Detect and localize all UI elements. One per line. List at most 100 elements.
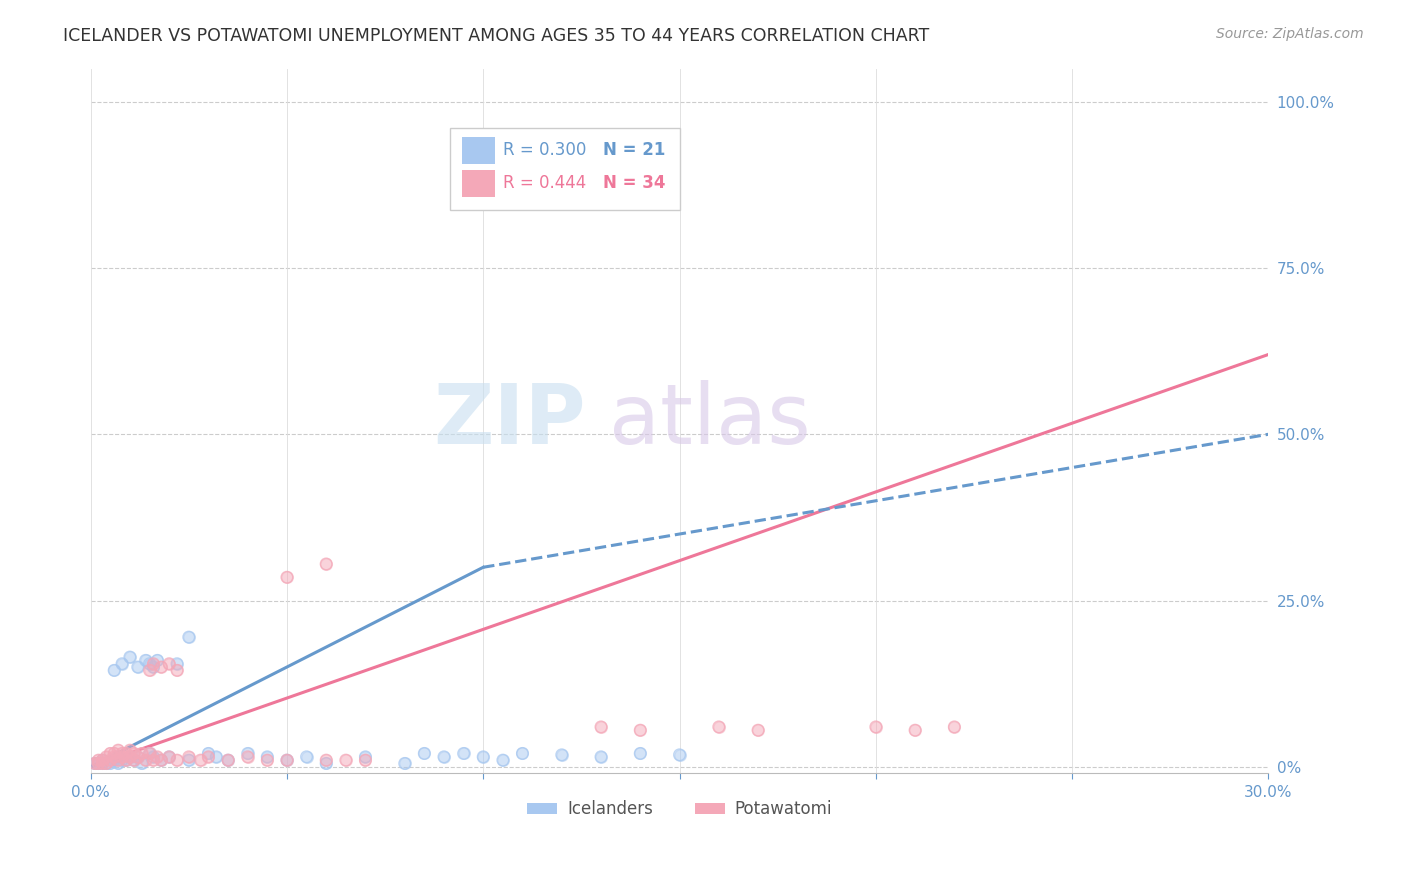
Point — [103, 749, 125, 764]
Point — [91, 753, 114, 767]
Point — [394, 756, 416, 771]
Point — [166, 657, 188, 671]
Point — [354, 749, 377, 764]
Text: ICELANDER VS POTAWATOMI UNEMPLOYMENT AMONG AGES 35 TO 44 YEARS CORRELATION CHART: ICELANDER VS POTAWATOMI UNEMPLOYMENT AMO… — [63, 27, 929, 45]
Point — [217, 753, 239, 767]
Point — [315, 756, 337, 771]
Point — [127, 749, 149, 764]
Point — [177, 630, 200, 644]
Point — [98, 747, 121, 761]
Point — [122, 753, 145, 767]
Point — [453, 747, 475, 761]
Point — [131, 747, 153, 761]
Point — [87, 756, 110, 771]
Point — [138, 657, 160, 671]
Point — [492, 753, 515, 767]
Point — [107, 743, 129, 757]
Point — [166, 753, 188, 767]
Point — [433, 749, 456, 764]
Point — [197, 747, 219, 761]
Point — [315, 557, 337, 571]
Point — [315, 557, 337, 571]
Point — [107, 753, 129, 767]
Point — [118, 749, 141, 764]
Point — [628, 747, 651, 761]
Point — [138, 657, 160, 671]
Point — [747, 723, 769, 738]
Point — [589, 749, 612, 764]
Point — [91, 756, 114, 771]
Point — [354, 753, 377, 767]
Point — [142, 753, 165, 767]
Point — [197, 749, 219, 764]
Point — [111, 747, 134, 761]
Point — [107, 749, 129, 764]
Point — [98, 747, 121, 761]
Point — [107, 743, 129, 757]
Point — [335, 753, 357, 767]
Point — [142, 660, 165, 674]
Point — [394, 756, 416, 771]
Point — [127, 660, 149, 674]
Point — [142, 657, 165, 671]
Point — [127, 749, 149, 764]
Point — [747, 723, 769, 738]
Point — [111, 657, 134, 671]
Point — [197, 749, 219, 764]
Point — [276, 570, 298, 584]
Point — [87, 753, 110, 767]
Point — [115, 753, 138, 767]
Point — [433, 749, 456, 764]
Point — [146, 749, 169, 764]
Point — [315, 753, 337, 767]
Point — [83, 756, 105, 771]
Point — [256, 749, 278, 764]
Point — [177, 630, 200, 644]
Point — [256, 749, 278, 764]
Point — [205, 749, 228, 764]
Point — [315, 756, 337, 771]
Point — [157, 749, 180, 764]
Point — [551, 747, 574, 762]
Point — [107, 749, 129, 764]
Point — [146, 653, 169, 667]
Point — [91, 756, 114, 771]
Point — [118, 743, 141, 757]
Point — [236, 747, 259, 761]
Point — [628, 723, 651, 738]
Point — [138, 747, 160, 761]
Point — [135, 753, 157, 767]
Point — [150, 753, 173, 767]
Point — [122, 747, 145, 761]
Point — [103, 753, 125, 767]
Point — [118, 749, 141, 764]
Point — [236, 747, 259, 761]
Point — [276, 753, 298, 767]
Point — [107, 756, 129, 771]
Point — [142, 657, 165, 671]
Point — [295, 749, 318, 764]
Point — [335, 753, 357, 767]
Point — [138, 664, 160, 678]
Point — [103, 749, 125, 764]
Point — [111, 749, 134, 764]
Point — [295, 749, 318, 764]
Point — [472, 749, 495, 764]
Point — [276, 753, 298, 767]
Text: N = 34: N = 34 — [603, 175, 665, 193]
Point — [135, 653, 157, 667]
Point — [150, 753, 173, 767]
Point — [96, 756, 118, 771]
Point — [217, 753, 239, 767]
Text: ZIP: ZIP — [433, 381, 585, 461]
Point — [111, 747, 134, 761]
Point — [707, 720, 730, 734]
Point — [111, 749, 134, 764]
Text: atlas: atlas — [609, 381, 811, 461]
Point — [315, 753, 337, 767]
Point — [122, 753, 145, 767]
Point — [115, 747, 138, 761]
Point — [87, 756, 110, 771]
Point — [157, 749, 180, 764]
Point — [707, 720, 730, 734]
